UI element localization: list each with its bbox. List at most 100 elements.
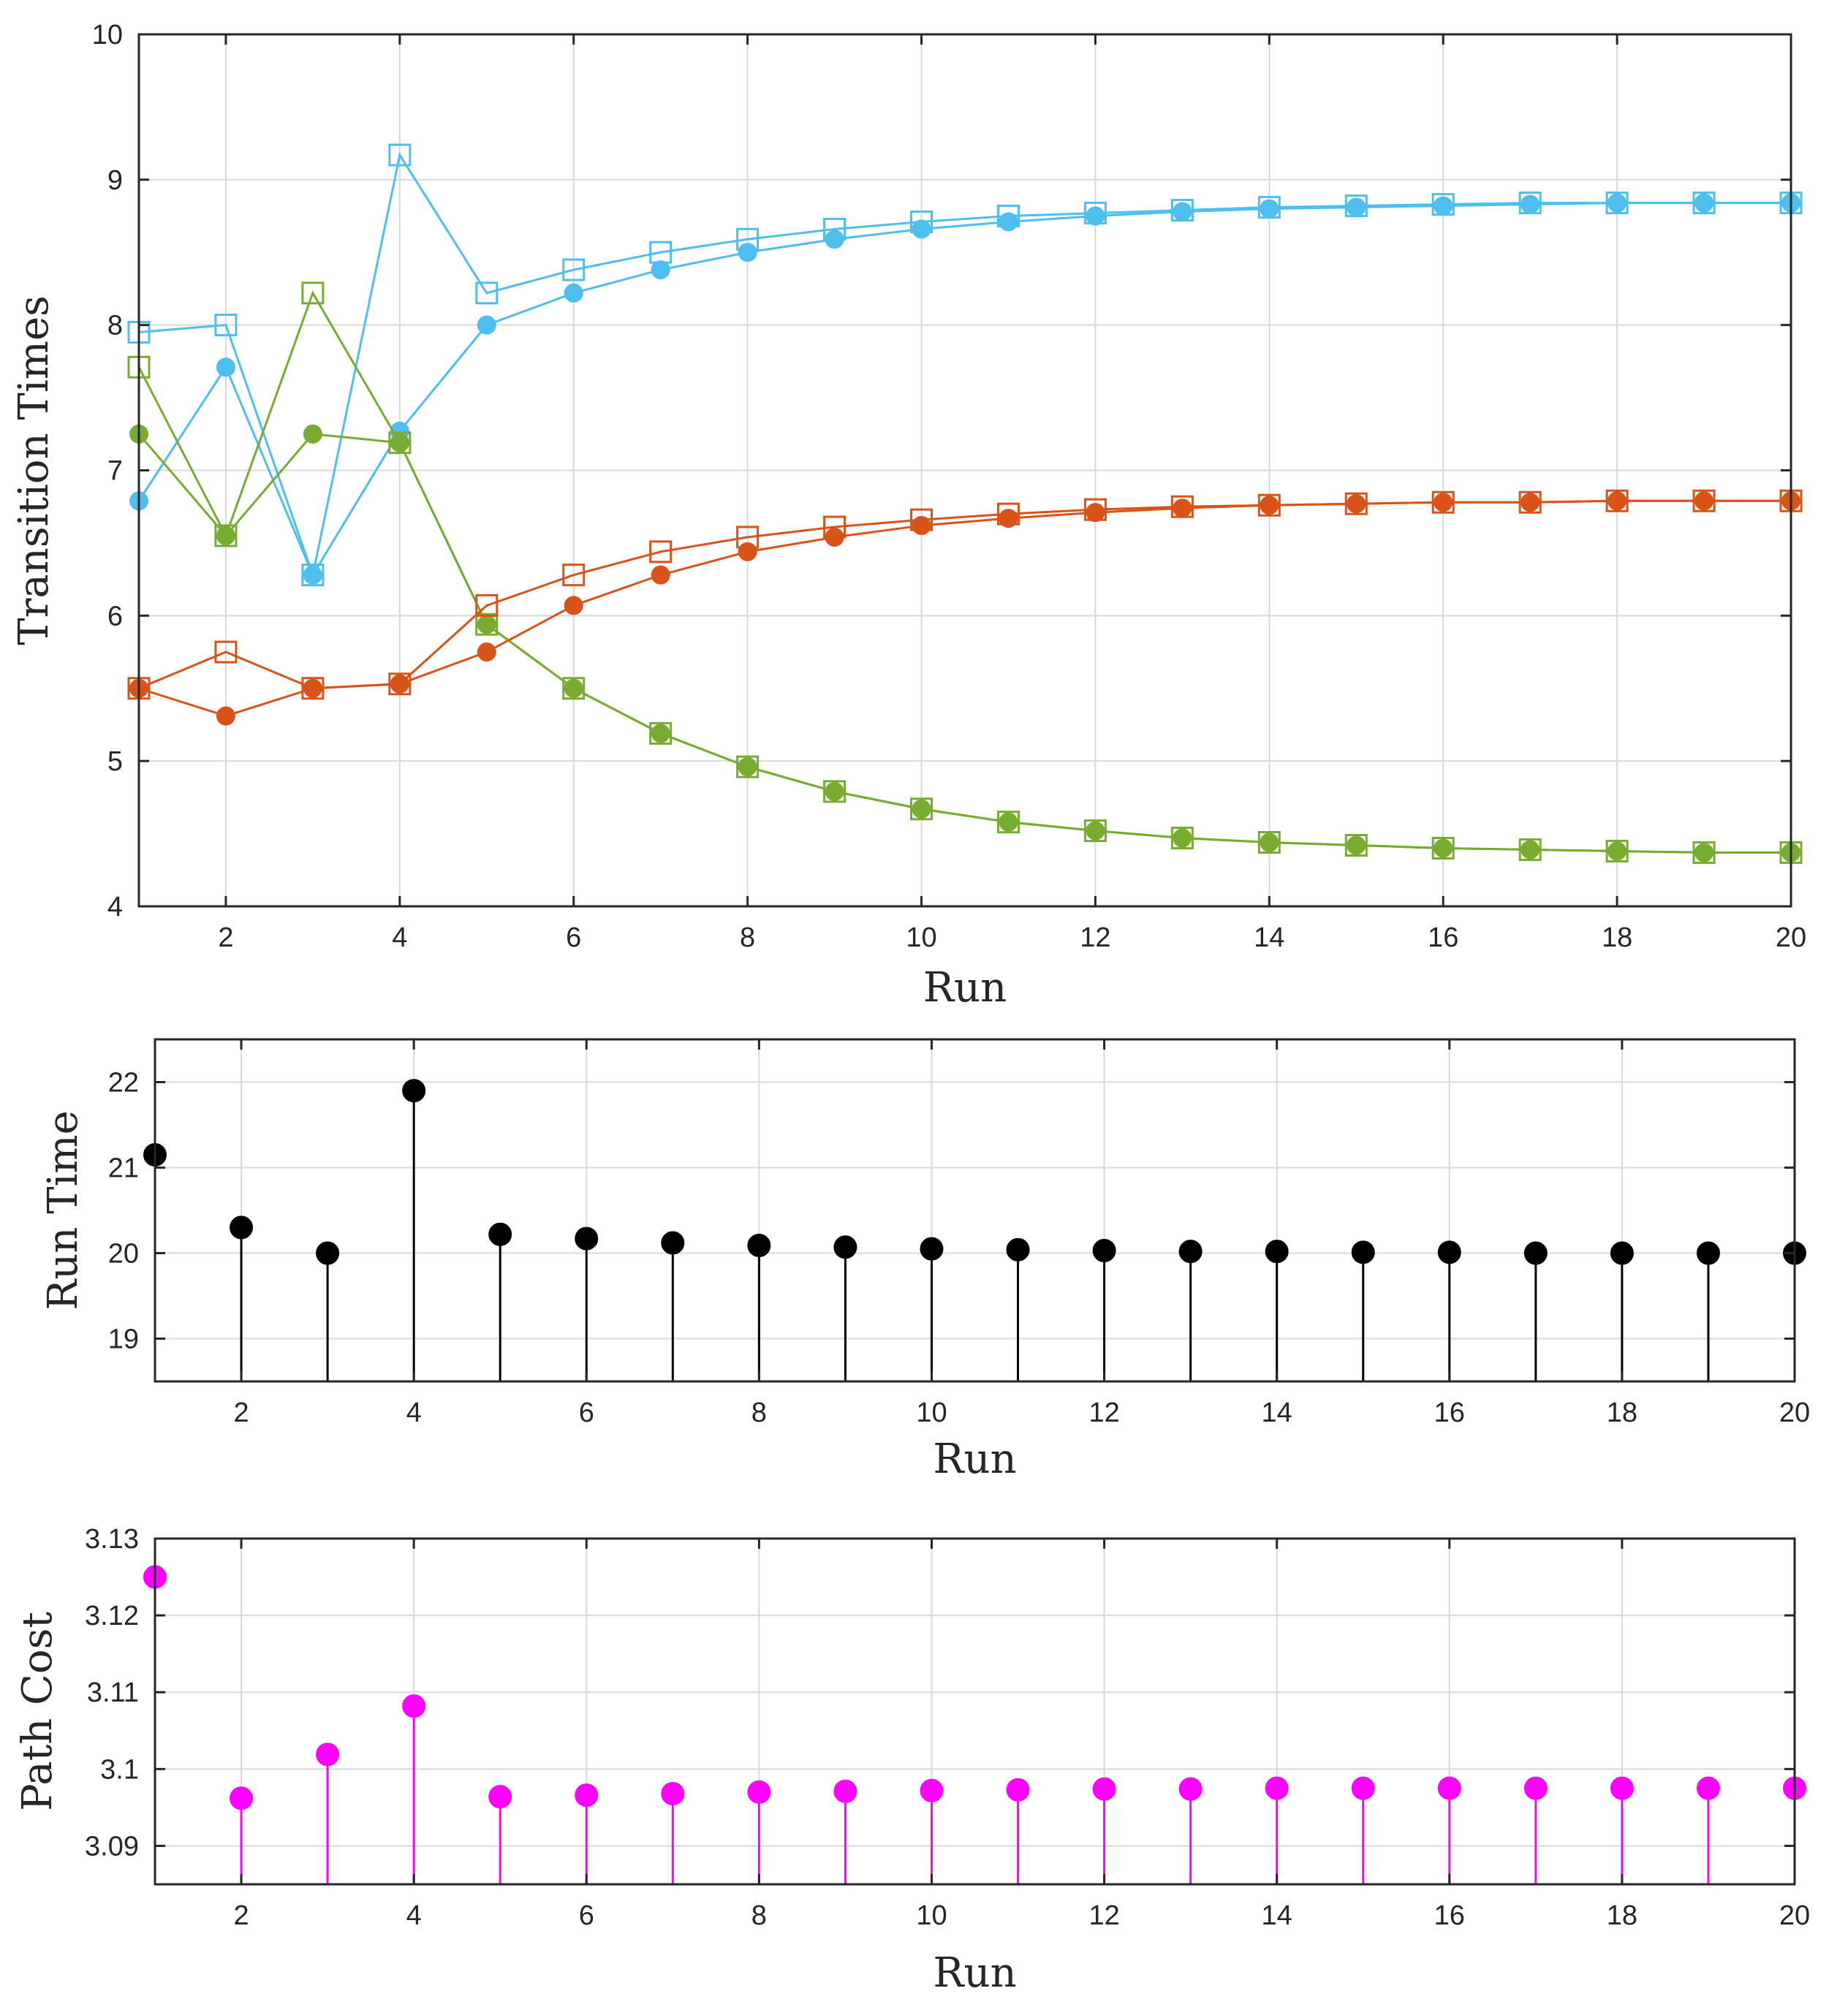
x-tick-label: 4 (392, 922, 407, 953)
data-point (214, 314, 238, 337)
data-point (1086, 503, 1105, 523)
y-tick-label: 22 (108, 1068, 139, 1099)
stem-marker (1006, 1237, 1030, 1262)
stem-marker (833, 1235, 857, 1259)
data-point (475, 593, 499, 617)
data-point (475, 613, 499, 636)
series-line (137, 433, 1791, 854)
stem-marker (747, 1233, 771, 1257)
stem-marker (1696, 1241, 1720, 1265)
data-point (999, 812, 1018, 832)
data-point (1521, 840, 1540, 860)
x-tick-label: 16 (1428, 922, 1458, 953)
x-tick-label: 6 (566, 922, 581, 953)
stem-marker (1610, 1241, 1634, 1265)
stem-marker (1265, 1776, 1289, 1800)
data-point (823, 780, 847, 803)
data-point (1260, 833, 1279, 852)
data-point (1347, 835, 1366, 855)
x-tick-label: 18 (1607, 1397, 1637, 1428)
data-point (651, 260, 670, 280)
data-point (216, 706, 235, 726)
stem-marker (661, 1231, 685, 1255)
x-tick-label: 8 (751, 1397, 767, 1428)
stem-marker (402, 1694, 426, 1718)
x-tick-label: 18 (1607, 1900, 1637, 1931)
stem-marker (1351, 1240, 1375, 1264)
data-point (912, 516, 931, 536)
data-point (825, 527, 844, 547)
x-tick-label: 10 (916, 1900, 947, 1931)
y-axis-label: Path Cost (14, 1612, 61, 1811)
data-point (562, 564, 586, 587)
data-point (825, 781, 844, 801)
y-tick-label: 7 (107, 456, 123, 487)
data-point (738, 757, 757, 777)
data-point (1434, 838, 1453, 858)
data-point (390, 674, 409, 694)
data-point (562, 258, 586, 281)
data-point (1434, 493, 1453, 512)
data-point (1607, 491, 1627, 511)
data-point (999, 509, 1018, 528)
y-tick-label: 6 (107, 601, 123, 632)
y-tick-label: 5 (107, 746, 123, 777)
x-axis-label: Run (923, 964, 1007, 1012)
x-tick-label: 4 (406, 1900, 422, 1931)
x-tick-label: 2 (218, 922, 233, 953)
x-tick-label: 10 (916, 1397, 947, 1428)
x-tick-label: 20 (1779, 1397, 1810, 1428)
transition-times-chart: 2 4 6 8 10 12 14 16 18 20 4 5 6 7 8 9 10 Run Transition … (10, 20, 1806, 1012)
data-point (303, 678, 322, 698)
plot-frame (154, 1038, 1796, 1383)
series-line (138, 152, 1791, 580)
y-axis-label: Run Time (39, 1110, 87, 1311)
stem-marker (1437, 1240, 1461, 1264)
x-tick-label: 8 (740, 922, 755, 953)
stem-marker (488, 1222, 512, 1246)
data-point (216, 357, 235, 377)
stem-marker (1178, 1777, 1203, 1801)
series-orange-circle (129, 491, 1800, 726)
series-green-circle (129, 424, 1800, 862)
data-point (1086, 206, 1105, 226)
data-point (564, 283, 583, 303)
x-tick-label: 12 (1088, 1397, 1119, 1428)
data-point (649, 721, 673, 745)
stem-marker (1696, 1776, 1720, 1800)
x-tick-label: 14 (1262, 1397, 1292, 1428)
stem-marker (316, 1241, 340, 1265)
x-tick-label: 2 (233, 1397, 249, 1428)
stem-marker (920, 1237, 944, 1261)
plot-frame (154, 1537, 1796, 1886)
data-point (301, 564, 325, 587)
y-tick-label: 3.09 (85, 1831, 139, 1862)
x-tick-label: 16 (1434, 1397, 1465, 1428)
data-point (301, 281, 325, 305)
x-tick-label: 14 (1254, 922, 1284, 953)
data-point (1347, 197, 1366, 217)
y-tick-label: 19 (108, 1324, 139, 1355)
data-point (738, 243, 757, 262)
stem-marker (1092, 1238, 1116, 1262)
x-tick-label: 10 (906, 922, 936, 953)
stem-marker (920, 1778, 944, 1802)
stem-marker (1523, 1241, 1548, 1265)
stem-marker (1437, 1776, 1461, 1800)
data-point (477, 642, 496, 662)
stem-marker (488, 1785, 512, 1809)
data-point (1607, 193, 1627, 213)
x-tick-label: 12 (1080, 922, 1110, 953)
data-point (303, 565, 322, 585)
stem-marker (1610, 1776, 1634, 1800)
x-tick-label: 12 (1088, 1900, 1119, 1931)
stem-marker (575, 1226, 599, 1251)
y-tick-label: 8 (107, 311, 123, 341)
data-point (912, 799, 931, 819)
data-point (1521, 493, 1540, 512)
stem-marker (661, 1781, 685, 1805)
data-point (390, 433, 409, 452)
stem-marker (833, 1779, 857, 1803)
stem-marker (230, 1786, 254, 1810)
